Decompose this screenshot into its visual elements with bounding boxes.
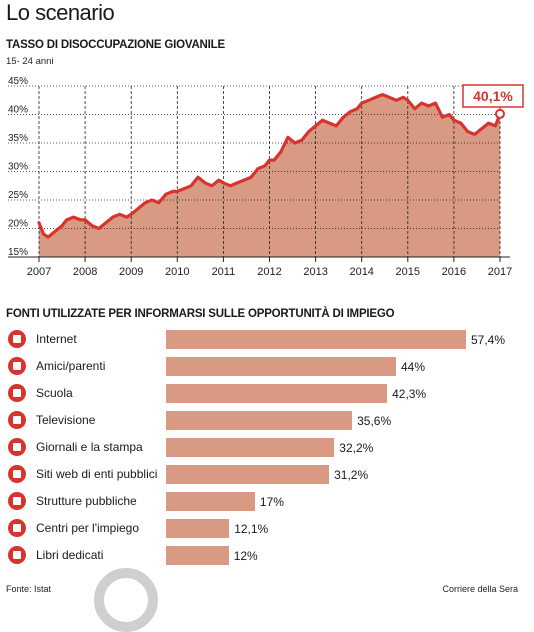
bar-row: Centri per l'impiego 12,1% <box>0 517 534 541</box>
x-tick-label: 2014 <box>349 266 373 278</box>
y-tick-label: 25% <box>8 190 28 201</box>
bar-category-label: Libri dedicati <box>36 548 104 562</box>
bar <box>166 465 330 484</box>
bar-row: Strutture pubbliche 17% <box>0 490 534 514</box>
chart-title-unemployment: TASSO DI DISOCCUPAZIONE GIOVANILE <box>6 39 225 51</box>
bar <box>166 411 353 430</box>
tv-icon <box>8 411 26 429</box>
school-icon <box>8 384 26 402</box>
x-tick-label: 2007 <box>27 266 51 278</box>
bar-value-label: 12,1% <box>234 522 269 536</box>
bar-category-label: Internet <box>36 332 77 346</box>
series-line <box>37 93 502 239</box>
y-tick-label: 40% <box>8 105 28 116</box>
x-tick-label: 2012 <box>257 266 281 278</box>
bar-category-label: Televisione <box>36 413 96 427</box>
end-point-marker <box>495 108 505 119</box>
bar-value-label: 42,3% <box>392 387 427 401</box>
bar-category-label: Centri per l'impiego <box>36 521 140 535</box>
bar-row: Libri dedicati 12% <box>0 544 534 568</box>
building-icon <box>8 492 26 510</box>
bar-category-label: Siti web di enti pubblici <box>36 467 158 481</box>
bar-category-label: Amici/parenti <box>36 359 106 373</box>
bar <box>166 492 255 511</box>
source-note: Fonte: Istat <box>6 584 52 594</box>
globe-icon <box>8 330 26 348</box>
x-tick-label: 2010 <box>165 266 189 278</box>
bar-row: Giornali e la stampa 32,2% <box>0 436 534 460</box>
chart-subtitle-age-range: 15- 24 anni <box>6 56 54 67</box>
x-tick-label: 2013 <box>303 266 327 278</box>
bar-value-label: 35,6% <box>357 414 392 428</box>
bar-value-label: 32,2% <box>339 441 374 455</box>
y-tick-label: 45% <box>8 76 28 87</box>
bar <box>166 438 335 457</box>
bar <box>166 546 229 565</box>
y-tick-label: 30% <box>8 162 28 173</box>
bar <box>166 519 230 538</box>
bar-value-label: 12% <box>233 549 258 563</box>
x-tick-label: 2011 <box>212 266 236 278</box>
people-icon <box>8 357 26 375</box>
bar-chart-title: FONTI UTILIZZATE PER INFORMARSI SULLE OP… <box>6 308 395 320</box>
bar-row: Televisione 35,6% <box>0 409 534 433</box>
x-tick-label: 2008 <box>73 266 97 278</box>
bar <box>166 330 466 349</box>
area-fill <box>39 94 500 257</box>
website-icon <box>8 465 26 483</box>
callout-box <box>462 84 524 108</box>
y-tick-label: 35% <box>8 133 28 144</box>
bar-value-label: 57,4% <box>471 333 506 347</box>
bar <box>166 384 388 403</box>
x-tick-label: 2009 <box>119 266 143 278</box>
unemployment-line-chart: 15% 20% 25% 30% 35% 40% 45% 2007 2008 2009 2010 201… <box>8 76 524 278</box>
book-icon <box>8 546 26 564</box>
page-title: Lo scenario <box>6 0 115 25</box>
bar-row: Siti web di enti pubblici 31,2% <box>0 463 534 487</box>
bar-row: Internet 57,4% <box>0 328 534 352</box>
bar-category-label: Strutture pubbliche <box>36 494 137 508</box>
bar-value-label: 31,2% <box>334 468 369 482</box>
bar-row: Amici/parenti 44% <box>0 355 534 379</box>
bar-category-label: Giornali e la stampa <box>36 440 143 454</box>
callout-label: 40,1% <box>473 88 513 104</box>
newspaper-icon <box>8 438 26 456</box>
x-tick-label: 2016 <box>442 266 466 278</box>
bar <box>166 357 396 376</box>
bar-row: Scuola 42,3% <box>0 382 534 406</box>
office-icon <box>8 519 26 537</box>
publisher-credit: Corriere della Sera <box>442 584 518 594</box>
x-tick-label: 2017 <box>488 266 512 278</box>
bar-value-label: 44% <box>401 360 426 374</box>
bar-category-label: Scuola <box>36 386 73 400</box>
x-tick-label: 2015 <box>396 266 420 278</box>
y-tick-label: 20% <box>8 219 28 230</box>
watermark-logo <box>94 568 158 632</box>
y-tick-label: 15% <box>8 247 28 258</box>
bar-value-label: 17% <box>259 495 284 509</box>
